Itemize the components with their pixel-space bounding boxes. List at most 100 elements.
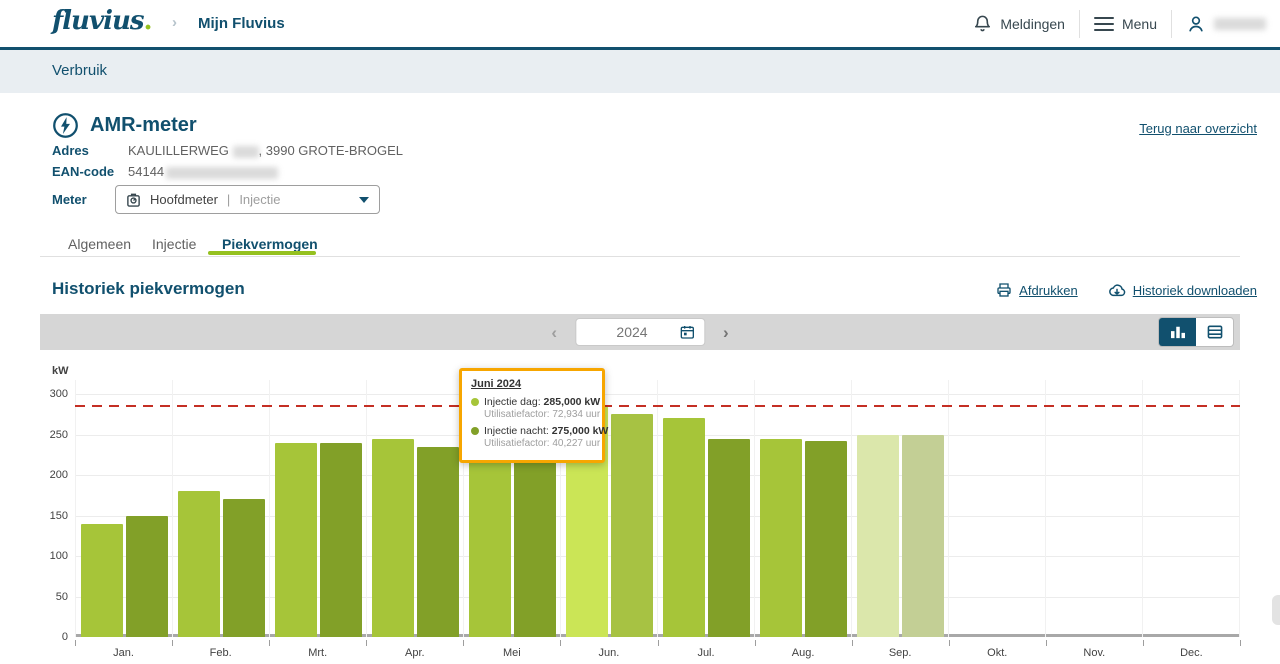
cloud-download-icon [1108, 283, 1126, 298]
address-city: , 3990 GROTE-BROGEL [258, 143, 404, 158]
view-toggle [1158, 317, 1234, 347]
tooltip-dag-value: 285,000 kW [543, 396, 601, 408]
top-header: fluvius. › Mijn Fluvius Meldingen Menu [0, 0, 1280, 47]
header-divider [1078, 9, 1080, 38]
bar-injectie-dag[interactable] [371, 438, 414, 637]
ean-label: EAN-code [52, 164, 115, 179]
notifications-button[interactable]: Meldingen [973, 14, 1065, 33]
ean-prefix: 54144 [128, 164, 165, 179]
bar-injectie-nacht[interactable] [707, 438, 750, 637]
bar-injectie-dag[interactable] [856, 434, 899, 637]
tooltip-nacht-text: Injectie nacht: 275,000 kW [484, 425, 608, 437]
y-axis-unit-label: kW [52, 365, 69, 377]
breadcrumb-chevron-icon: › [172, 14, 177, 31]
tooltip-nacht-value: 275,000 kW [551, 425, 609, 437]
account-button[interactable] [1186, 14, 1266, 34]
plot-area [75, 380, 1240, 637]
axis-tick [269, 640, 271, 646]
bar-injectie-nacht[interactable] [901, 434, 944, 637]
x-tick-label: Aug. [791, 647, 815, 659]
section-actions: Afdrukken Historiek downloaden [996, 282, 1257, 298]
y-tick-label: 150 [49, 509, 68, 522]
breadcrumb[interactable]: Mijn Fluvius [198, 15, 285, 32]
reference-line [75, 405, 1240, 408]
bar-injectie-nacht[interactable] [319, 442, 362, 637]
bar-injectie-dag[interactable] [468, 442, 511, 637]
previous-year-button[interactable]: ‹ [551, 322, 557, 342]
menu-button[interactable]: Menu [1093, 16, 1157, 32]
bar-injectie-nacht[interactable] [804, 440, 847, 637]
chart-view-button[interactable] [1159, 318, 1196, 346]
x-tick-label: Jan. [113, 647, 134, 659]
meter-select-label: Meter [52, 192, 87, 207]
meter-icon [126, 192, 141, 208]
next-year-button[interactable]: › [723, 322, 729, 342]
bar-injectie-nacht[interactable] [416, 446, 459, 637]
month-slot[interactable] [949, 380, 1046, 637]
x-tick-label: Mei [502, 647, 521, 659]
x-tick-label: Mrt. [308, 647, 328, 659]
chart-toolbar: ‹ 2024 › [40, 314, 1240, 350]
bar-injectie-dag[interactable] [80, 523, 123, 637]
bar-injectie-nacht[interactable] [222, 499, 265, 637]
y-tick-label: 0 [61, 631, 68, 643]
back-to-overview-link[interactable]: Terug naar overzicht [1139, 121, 1257, 136]
tooltip-row: Injectie dag: 285,000 kW [471, 396, 600, 408]
hamburger-icon [1093, 16, 1114, 32]
address-value: KAULILLERWEG , 3990 GROTE-BROGEL [128, 143, 403, 158]
month-slot[interactable] [173, 380, 270, 637]
tab-algemeen[interactable]: Algemeen [68, 236, 132, 252]
x-tick-label: Jun. [598, 647, 620, 659]
axis-tick [1142, 640, 1144, 646]
bar-injectie-dag[interactable] [759, 438, 802, 637]
month-slot[interactable] [658, 380, 755, 637]
tooltip-nacht-sub: Utilisatiefactor: 40,227 uur [484, 438, 601, 449]
logo-text: fluvius [52, 6, 144, 36]
bar-injectie-dag[interactable] [177, 491, 220, 637]
section-title: Historiek piekvermogen [52, 279, 245, 298]
fluvius-logo[interactable]: fluvius. [52, 6, 153, 36]
tooltip-dag-label: Injectie dag: [484, 396, 541, 408]
tab-injectie[interactable]: Injectie [152, 236, 197, 252]
download-history-link[interactable]: Historiek downloaden [1108, 283, 1257, 298]
y-tick-label: 300 [49, 388, 68, 400]
tooltip-dag-sub: Utilisatiefactor: 72,934 uur [484, 409, 601, 420]
bar-injectie-nacht[interactable] [610, 414, 653, 637]
meter-select-separator: | [226, 192, 231, 207]
side-widget-handle[interactable] [1272, 595, 1280, 625]
month-slot[interactable] [852, 380, 949, 637]
year-picker[interactable]: 2024 [575, 318, 705, 346]
month-slot[interactable] [75, 380, 173, 637]
bar-injectie-dag[interactable] [274, 442, 317, 637]
meter-select[interactable]: Hoofdmeter | Injectie [115, 185, 380, 214]
axis-tick [1045, 640, 1047, 646]
tabs-divider [40, 256, 1240, 257]
axis-tick [560, 640, 562, 646]
month-slot[interactable] [464, 380, 561, 637]
month-slot[interactable] [270, 380, 367, 637]
ean-redacted [166, 166, 279, 179]
axis-tick [1240, 640, 1241, 646]
page-title: Verbruik [52, 62, 108, 79]
header-actions: Meldingen Menu [973, 0, 1266, 47]
y-tick-label: 100 [49, 550, 68, 562]
x-tick-label: Nov. [1083, 647, 1106, 659]
bar-injectie-nacht[interactable] [513, 446, 556, 637]
x-tick-label: Okt. [987, 647, 1008, 659]
bar-injectie-nacht[interactable] [125, 515, 168, 637]
bar-injectie-dag[interactable] [662, 418, 705, 637]
axis-tick [463, 640, 465, 646]
tab-piekvermogen[interactable]: Piekvermogen [222, 236, 318, 252]
meter-select-value: Hoofdmeter [150, 192, 218, 207]
tooltip-dag-text: Injectie dag: 285,000 kW [484, 396, 600, 408]
month-slot[interactable] [367, 380, 464, 637]
axis-tick [366, 640, 368, 646]
ean-value: 54144 [128, 164, 279, 179]
month-slot[interactable] [1143, 380, 1240, 637]
print-link[interactable]: Afdrukken [996, 282, 1078, 298]
month-slot[interactable] [755, 380, 852, 637]
table-view-button[interactable] [1196, 318, 1233, 346]
month-slot[interactable] [1046, 380, 1143, 637]
meter-select-subvalue: Injectie [239, 192, 281, 207]
